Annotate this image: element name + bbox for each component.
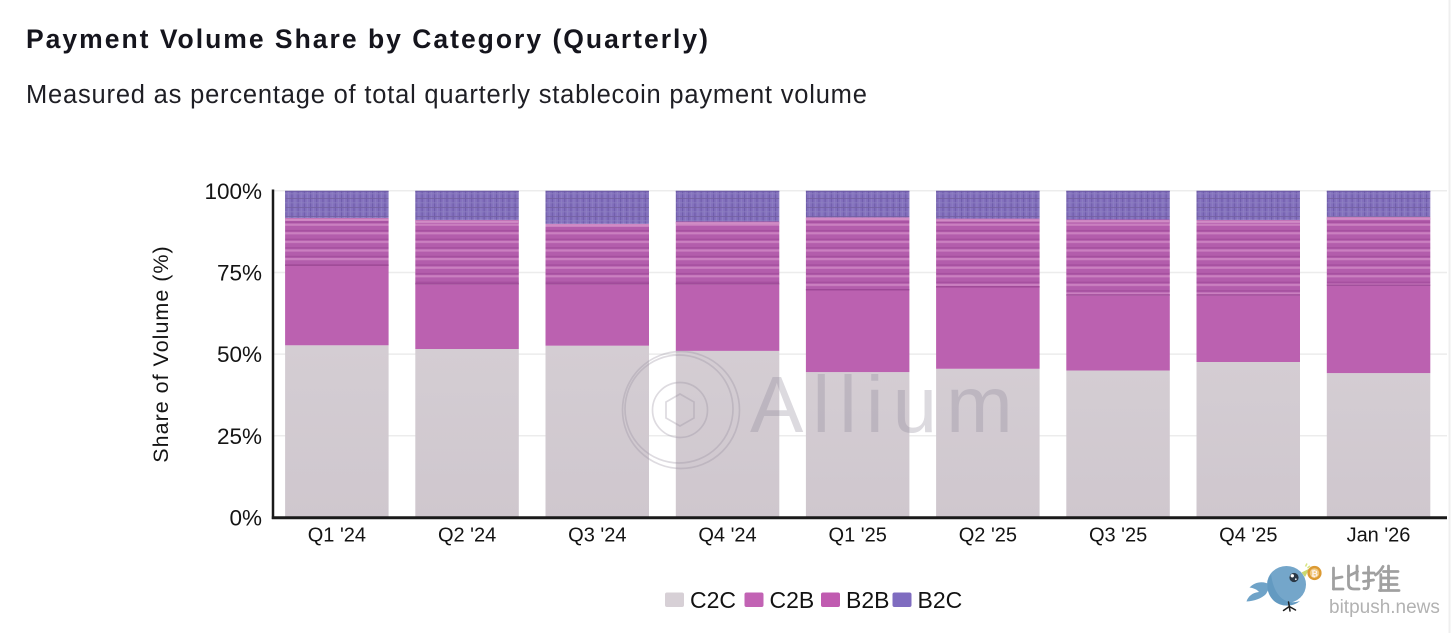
svg-text:Q4 '25: Q4 '25 — [1219, 525, 1277, 547]
svg-text:Measured as percentage of tota: Measured as percentage of total quarterl… — [26, 81, 868, 109]
svg-text:Q4 '24: Q4 '24 — [698, 525, 756, 547]
svg-text:Q2 '24: Q2 '24 — [438, 525, 496, 547]
svg-text:Share of Volume (%): Share of Volume (%) — [149, 245, 173, 462]
svg-text:Payment Volume Share by Catego: Payment Volume Share by Category (Quarte… — [26, 24, 710, 54]
svg-text:50%: 50% — [217, 342, 262, 367]
svg-text:75%: 75% — [217, 261, 262, 286]
svg-text:bitpush.news: bitpush.news — [1329, 597, 1440, 618]
svg-text:25%: 25% — [217, 424, 262, 449]
svg-text:Q3 '25: Q3 '25 — [1089, 525, 1147, 547]
svg-text:Q3 '24: Q3 '24 — [568, 525, 626, 547]
svg-text:Q1 '24: Q1 '24 — [308, 525, 366, 547]
svg-text:₿: ₿ — [1311, 569, 1318, 579]
svg-text:C2B: C2B — [770, 587, 815, 613]
svg-text:B2C: B2C — [918, 587, 963, 613]
svg-text:Q1 '25: Q1 '25 — [829, 525, 887, 547]
svg-text:B2B: B2B — [846, 587, 889, 613]
svg-text:Jan '26: Jan '26 — [1347, 525, 1411, 547]
svg-text:Allium: Allium — [750, 360, 1022, 449]
svg-text:C2C: C2C — [690, 587, 736, 613]
svg-text:Q2 '25: Q2 '25 — [959, 525, 1017, 547]
svg-text:0%: 0% — [229, 506, 262, 531]
svg-text:100%: 100% — [204, 179, 262, 204]
